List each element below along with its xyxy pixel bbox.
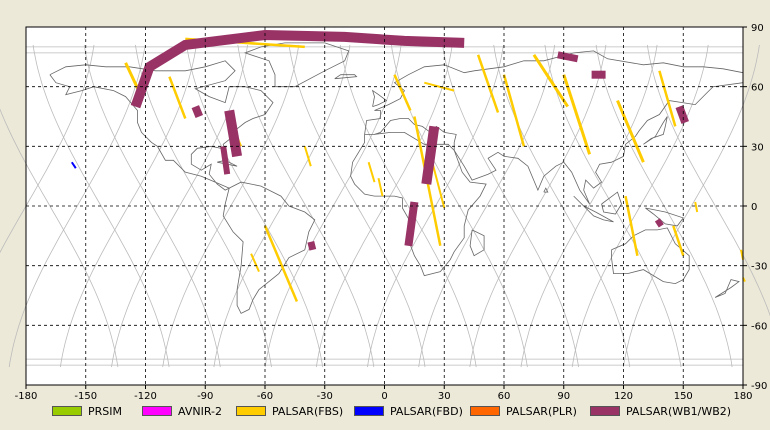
orbit-track [623, 44, 760, 368]
axis-ticks: -180 -150 -120 -90 -60 -30 0 30 60 90 120 150 180 90 6… [15, 23, 768, 402]
coastline [573, 195, 614, 223]
lon-tick-label: -150 [74, 391, 97, 402]
fbs-swath [393, 74, 412, 112]
fbs-swath [377, 177, 384, 197]
legend-swatch [470, 406, 500, 416]
orbit-track [213, 44, 351, 368]
lon-tick-label: 0 [381, 391, 387, 402]
lat-tick-label: -60 [751, 321, 767, 332]
legend-item: PALSAR(WB1/WB2) [590, 404, 731, 418]
legend-label: PALSAR(FBD) [390, 404, 463, 418]
lon-tick-label: 150 [674, 391, 693, 402]
coastline [714, 279, 740, 298]
lat-tick-label: -90 [751, 381, 767, 392]
orbit-track [520, 44, 658, 368]
coastline [350, 132, 487, 277]
legend-swatch [142, 406, 172, 416]
orbit-track [544, 44, 682, 368]
fbs-swath [303, 146, 312, 167]
lat-tick-label: 30 [751, 142, 764, 153]
orbit-track [442, 44, 579, 368]
fbs-swath [431, 161, 446, 209]
lon-tick-label: 30 [438, 391, 451, 402]
wb-swath [654, 218, 664, 228]
wb-swath [404, 201, 419, 247]
orbit-track [111, 44, 248, 368]
coastline [334, 74, 358, 80]
legend-swatch [236, 406, 266, 416]
fbs-swath [424, 81, 455, 92]
lon-tick-label: 120 [614, 391, 633, 402]
wb-swath [220, 145, 231, 175]
lon-tick-label: 90 [557, 391, 570, 402]
fbs-swath [694, 201, 699, 213]
lon-tick-label: 180 [733, 391, 752, 402]
legend-item: AVNIR-2 [142, 404, 222, 418]
legend-item: PALSAR(FBD) [354, 404, 463, 418]
lat-tick-label: -30 [751, 262, 767, 273]
coastline [49, 60, 274, 191]
legend-swatch [354, 406, 384, 416]
fbs-swath [250, 253, 260, 273]
lon-tick-label: 60 [498, 391, 511, 402]
fbs-swath [168, 76, 187, 119]
wb-swath [191, 105, 204, 118]
wb-swath [307, 240, 317, 251]
coastline [243, 42, 350, 88]
coastline [643, 116, 668, 145]
legend-item: PRSIM [52, 404, 122, 418]
legend-label: PRSIM [88, 404, 122, 418]
legend-label: AVNIR-2 [178, 404, 222, 418]
wb-swath [675, 105, 689, 124]
orbit-track [0, 108, 119, 368]
orbit-track [646, 44, 770, 317]
lon-tick-label: -120 [134, 391, 157, 402]
fbs-swath [672, 225, 685, 257]
legend-label: PALSAR(WB1/WB2) [626, 404, 732, 418]
fbs-swath [367, 161, 376, 183]
coastline [222, 181, 316, 314]
fbs-swath [476, 54, 500, 113]
orbit-track [418, 44, 556, 368]
legend-item: PALSAR(FBS) [236, 404, 343, 418]
coastline [371, 89, 388, 107]
orbit-track [32, 44, 170, 368]
wb-swath [557, 51, 579, 63]
orbit-track [8, 44, 146, 368]
legend-swatch [590, 406, 620, 416]
wb-swath [224, 109, 243, 158]
coastline [645, 207, 684, 227]
coastline [364, 50, 744, 135]
lat-tick-label: 0 [751, 202, 757, 213]
lat-tick-label: 90 [751, 23, 764, 34]
legend-item: PALSAR(PLR) [470, 404, 577, 418]
orbit-track [339, 44, 477, 368]
orbit-track [315, 44, 453, 368]
orbit-track [135, 44, 272, 368]
legend: PRSIM AVNIR-2 PALSAR(FBS) PALSAR(FBD) PALSAR… [0, 402, 770, 422]
fbs-swath [562, 74, 592, 155]
coastline [611, 227, 690, 285]
lon-tick-label: -60 [257, 391, 273, 402]
lon-tick-label: -180 [15, 391, 38, 402]
lat-tick-label: 60 [751, 83, 764, 94]
fbs-swath [616, 100, 645, 163]
fbs-swath [532, 53, 569, 108]
coastline [469, 229, 485, 257]
fbs-swath [263, 225, 299, 302]
legend-label: PALSAR(PLR) [506, 404, 577, 418]
coastline [601, 191, 622, 215]
lon-tick-label: -90 [197, 391, 213, 402]
legend-label: PALSAR(FBS) [272, 404, 344, 418]
fbs-swath [658, 70, 677, 127]
wb-swath [421, 125, 440, 185]
lon-tick-label: -30 [317, 391, 333, 402]
legend-swatch [52, 406, 82, 416]
coverage-map: -180 -150 -120 -90 -60 -30 0 30 60 90 120 150 180 90 6… [0, 23, 770, 402]
coastline [543, 187, 549, 193]
orbit-track [237, 44, 375, 368]
fbd-swath [70, 161, 77, 169]
